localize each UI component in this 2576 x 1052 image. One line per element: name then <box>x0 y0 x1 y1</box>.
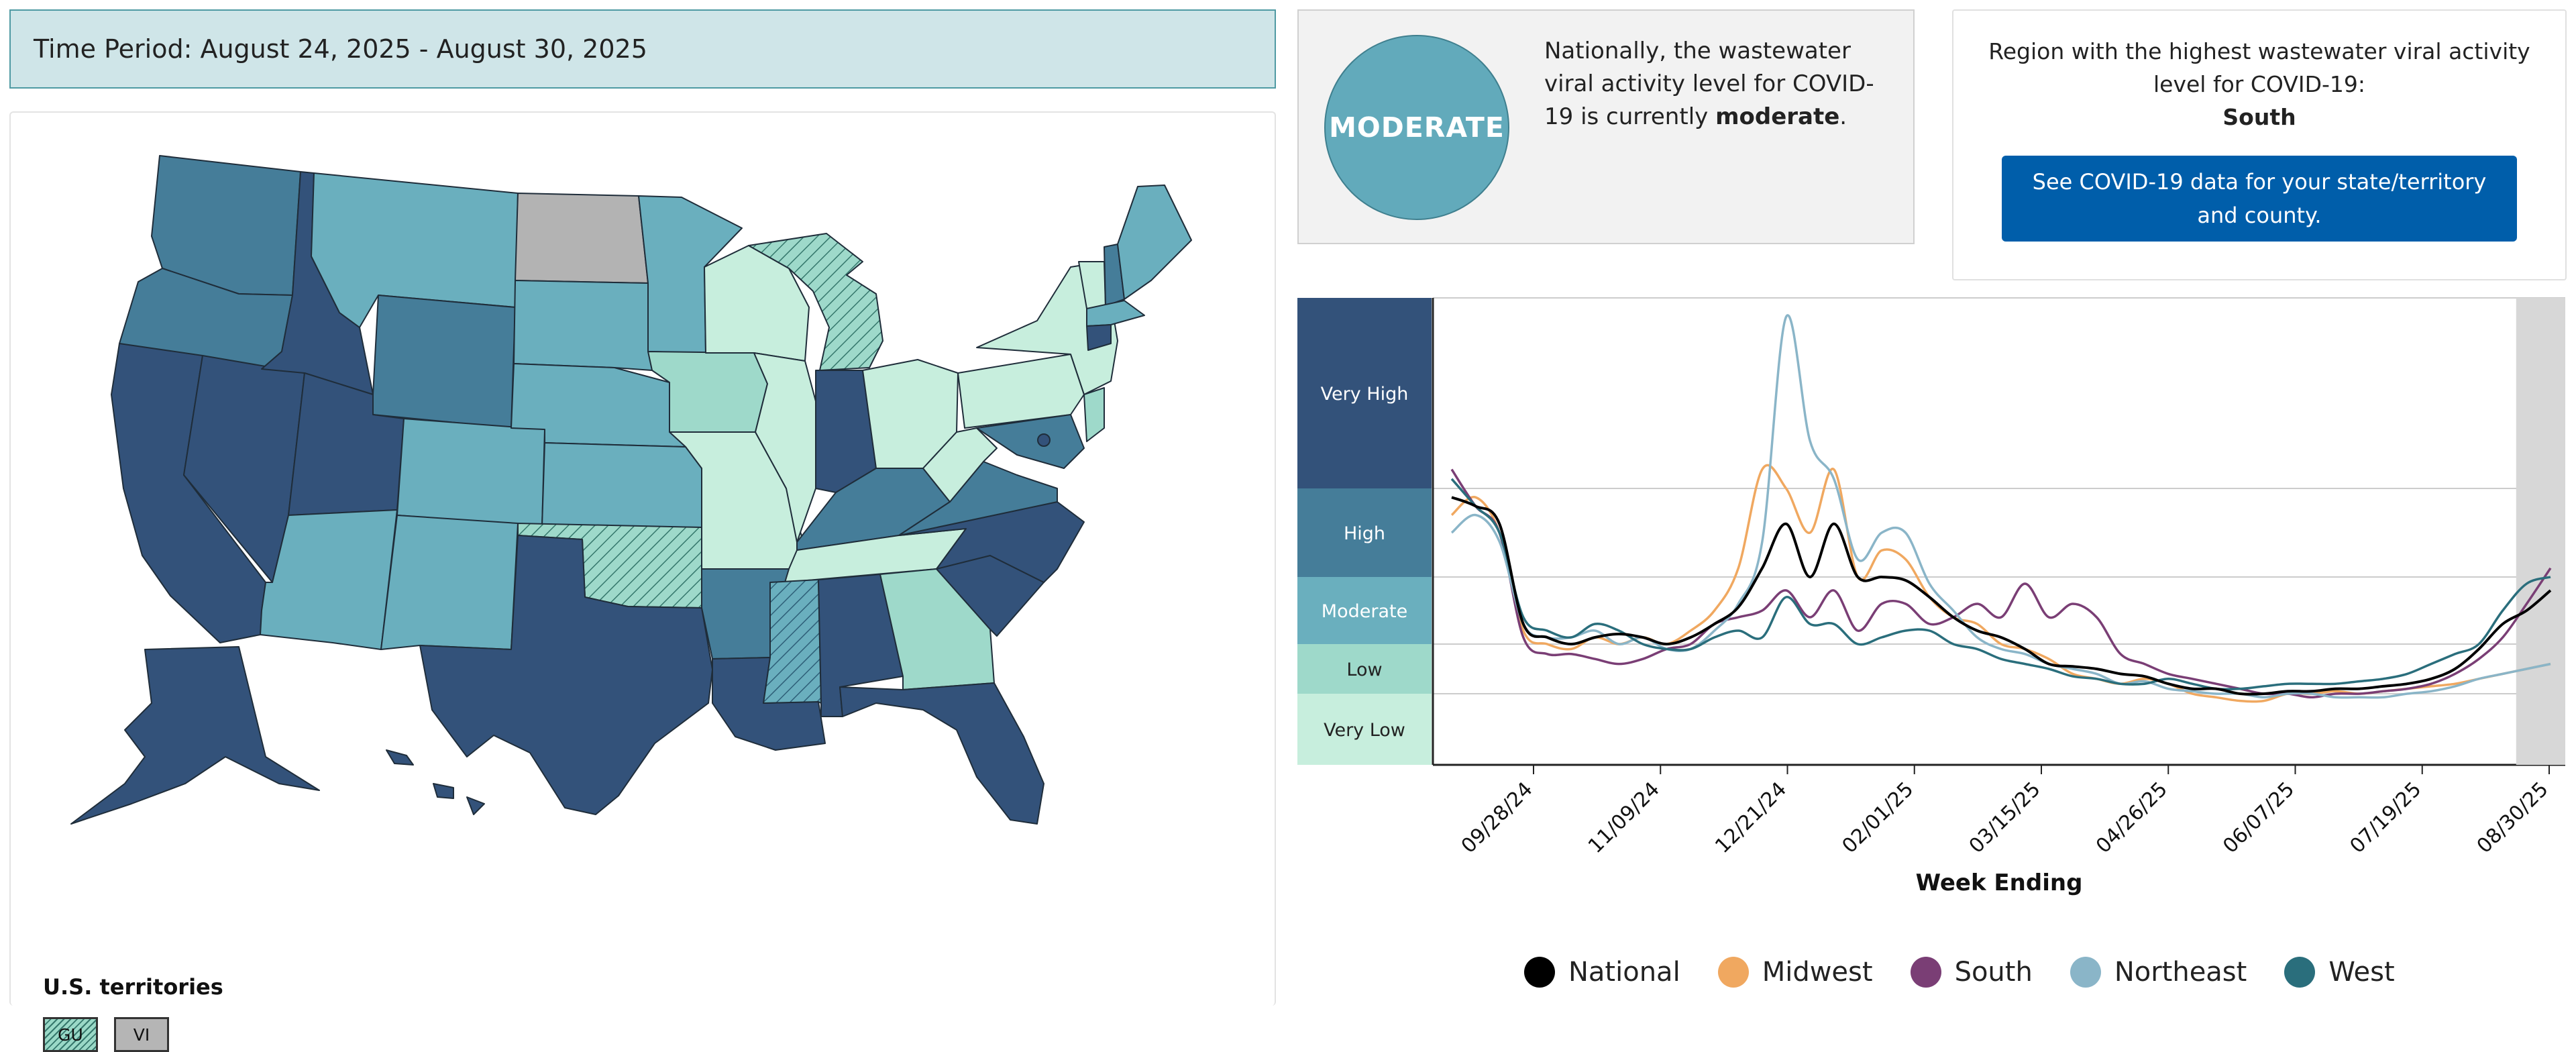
state-west-virginia[interactable] <box>922 427 998 503</box>
state-florida[interactable] <box>839 682 1044 825</box>
state-wyoming[interactable] <box>372 295 516 429</box>
x-axis-title: Week Ending <box>1916 870 2083 896</box>
state-kansas[interactable] <box>541 442 702 528</box>
national-level-end: . <box>1839 103 1847 130</box>
series-line-south <box>1450 468 2552 699</box>
state-north-dakota[interactable] <box>515 193 649 284</box>
dc-marker[interactable] <box>1037 433 1051 447</box>
level-band-1 <box>1297 488 1432 577</box>
recent-weeks-highlight <box>2516 298 2565 765</box>
legend-south[interactable]: South <box>1910 957 2033 988</box>
national-level-intro: Nationally, the wastewater viral activit… <box>1544 38 1874 130</box>
state-new-york[interactable] <box>976 261 1118 395</box>
legend-dot-national <box>1524 957 1555 988</box>
level-band-3 <box>1297 644 1432 694</box>
x-tick-label: 03/15/25 <box>1965 778 2045 858</box>
state-maine[interactable] <box>1117 185 1192 300</box>
state-texas[interactable] <box>419 535 713 815</box>
level-band-0 <box>1297 298 1432 488</box>
region-name: South <box>2222 104 2296 130</box>
legend-dot-northeast <box>2070 957 2101 988</box>
state-new-mexico[interactable] <box>380 515 519 650</box>
state-hawaii[interactable] <box>386 749 485 815</box>
time-period-banner: Time Period: August 24, 2025 - August 30… <box>9 9 1276 89</box>
legend-midwest[interactable]: Midwest <box>1717 957 1873 988</box>
national-level-badge: MODERATE <box>1324 35 1509 220</box>
legend-label: South <box>1954 957 2033 988</box>
level-band-label: Very Low <box>1324 720 1405 741</box>
state-data-button[interactable]: See COVID-19 data for your state/territo… <box>2002 156 2517 242</box>
us-states-map[interactable] <box>11 113 1277 1007</box>
legend-dot-midwest <box>1717 957 1749 988</box>
region-text: Region with the highest wastewater viral… <box>1967 35 2552 134</box>
level-band-2 <box>1297 577 1432 644</box>
territories-title: U.S. territories <box>43 974 223 1000</box>
series-line-midwest <box>1450 464 2551 703</box>
legend-dot-west <box>2284 957 2316 988</box>
highest-region-panel: Region with the highest wastewater viral… <box>1952 9 2567 280</box>
state-north-carolina[interactable] <box>898 501 1085 583</box>
level-band-label: Very High <box>1321 384 1409 405</box>
level-band-label: Moderate <box>1322 601 1407 622</box>
state-maryland[interactable] <box>976 414 1085 469</box>
legend-national[interactable]: National <box>1524 957 1680 988</box>
x-tick-label: 09/28/24 <box>1457 778 1538 858</box>
x-tick-label: 04/26/25 <box>2092 778 2172 858</box>
state-mississippi[interactable] <box>763 579 822 704</box>
territory-gu-button[interactable]: GU <box>43 1017 98 1052</box>
legend-northeast[interactable]: Northeast <box>2070 957 2247 988</box>
time-period-text: Time Period: August 24, 2025 - August 30… <box>34 34 647 64</box>
legend-dot-south <box>1910 957 1941 988</box>
series-line-northeast <box>1450 314 2551 699</box>
trend-chart: Very High High Moderate Low Very Low 09/28/24… <box>1297 297 2565 896</box>
x-tick-label: 07/19/25 <box>2345 778 2426 858</box>
national-level-panel: MODERATE Nationally, the wastewater vira… <box>1297 9 1915 244</box>
legend-label: West <box>2328 957 2395 988</box>
state-pennsylvania[interactable] <box>957 354 1085 429</box>
level-band-4 <box>1297 694 1432 765</box>
level-band-label: Low <box>1346 660 1382 680</box>
series-line-west <box>1450 478 2551 691</box>
legend-west[interactable]: West <box>2284 957 2395 988</box>
legend-label: National <box>1568 957 1680 988</box>
state-new-jersey[interactable] <box>1083 387 1105 442</box>
national-level-word: moderate <box>1715 103 1840 130</box>
us-map-panel: U.S. territories GU VI <box>9 111 1277 1052</box>
level-band-label: High <box>1344 523 1385 544</box>
state-colorado[interactable] <box>396 418 545 527</box>
state-massachusetts[interactable] <box>1086 300 1145 327</box>
series-line-national <box>1451 496 2552 696</box>
region-label: Region with the highest wastewater viral… <box>1988 38 2530 97</box>
state-michigan[interactable] <box>748 233 883 371</box>
state-connecticut[interactable] <box>1086 324 1112 351</box>
chart-legend: National Midwest South Northeast West <box>1524 957 2395 988</box>
x-tick-label: 08/30/25 <box>2473 778 2553 858</box>
state-alaska[interactable] <box>70 646 320 825</box>
x-tick-label: 12/21/24 <box>1711 778 1791 858</box>
state-south-dakota[interactable] <box>513 280 653 371</box>
x-tick-label: 02/01/25 <box>1837 778 1918 858</box>
x-tick-label: 11/09/24 <box>1584 778 1664 858</box>
national-level-text: Nationally, the wastewater viral activit… <box>1544 35 1893 134</box>
legend-label: Northeast <box>2114 957 2247 988</box>
x-tick-label: 06/07/25 <box>2218 778 2299 858</box>
legend-label: Midwest <box>1762 957 1873 988</box>
territory-vi-button[interactable]: VI <box>114 1017 169 1052</box>
